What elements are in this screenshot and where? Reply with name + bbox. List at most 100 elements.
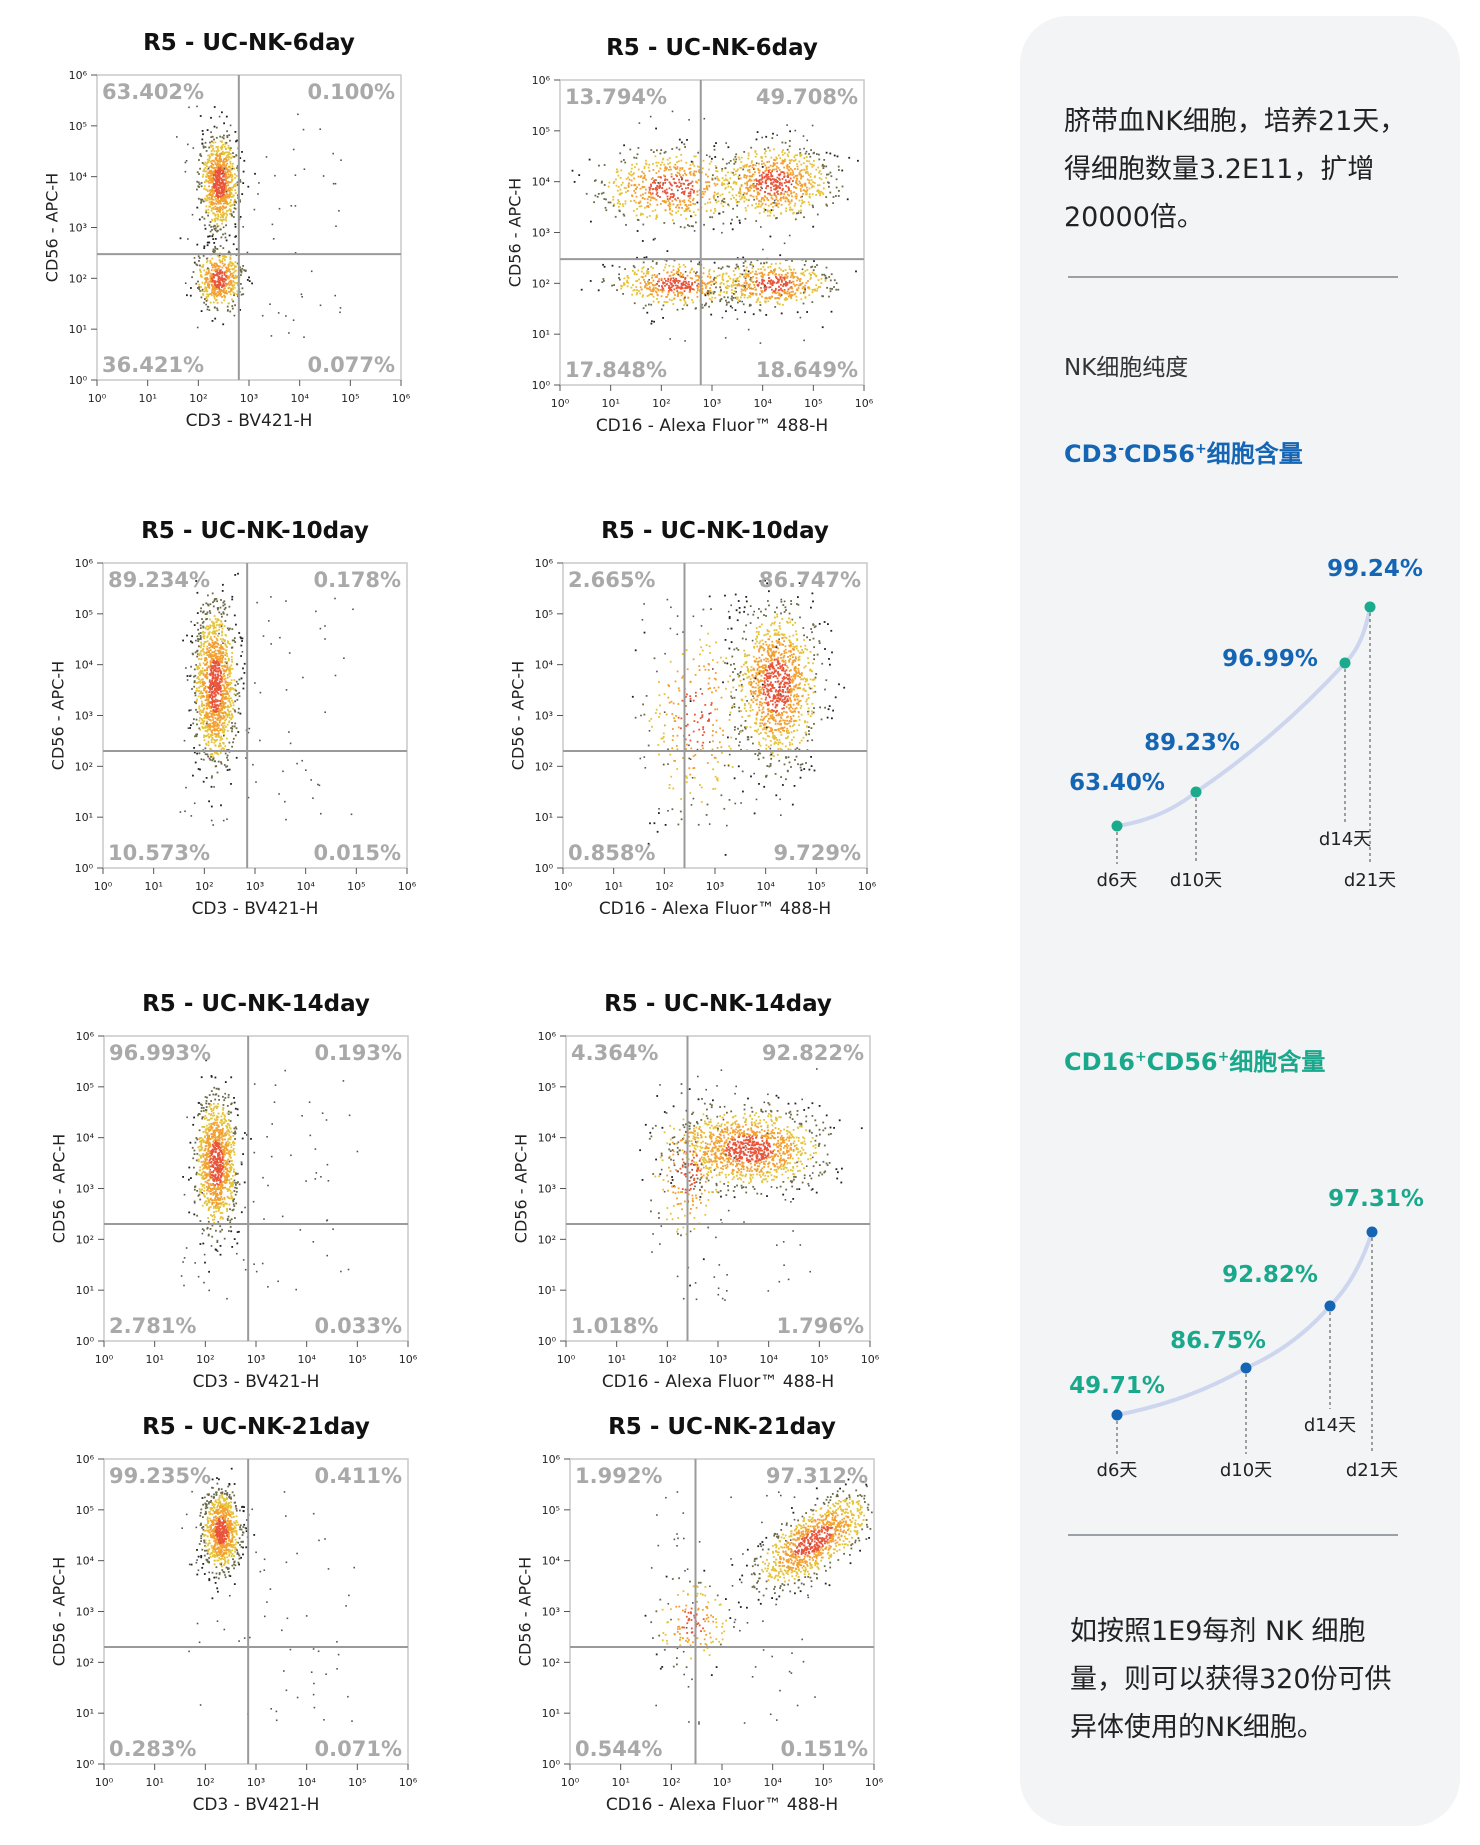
event-dot <box>760 290 763 292</box>
event-dot <box>201 678 204 681</box>
event-dot <box>215 598 218 600</box>
event-dot <box>225 206 227 209</box>
x-tick-label: 10³ <box>703 397 721 410</box>
event-dot <box>813 272 815 275</box>
event-dot <box>788 145 791 148</box>
event-dot <box>802 302 805 305</box>
event-dot <box>752 164 755 166</box>
event-dot <box>294 252 297 254</box>
event-dot <box>226 189 229 192</box>
event-dot <box>207 171 210 174</box>
event-dot <box>216 172 219 175</box>
event-dot <box>208 642 211 645</box>
event-dot <box>720 289 722 292</box>
event-dot <box>725 142 727 144</box>
event-dot <box>789 286 792 289</box>
event-dot <box>208 696 210 698</box>
event-dot <box>684 340 686 342</box>
event-dot <box>640 205 643 208</box>
event-dot <box>675 277 677 280</box>
event-dot <box>207 271 210 273</box>
event-dot <box>223 191 226 193</box>
event-dot <box>205 694 208 697</box>
event-dot <box>776 170 778 173</box>
event-dot <box>648 191 650 194</box>
event-dot <box>209 728 211 730</box>
event-dot <box>674 163 677 166</box>
event-dot <box>774 289 777 292</box>
event-dot <box>222 153 225 156</box>
event-dot <box>719 294 722 297</box>
event-dot <box>239 309 241 311</box>
event-dot <box>234 173 236 176</box>
event-dot <box>655 198 658 201</box>
event-dot <box>222 167 224 170</box>
event-dot <box>220 236 223 239</box>
event-dot <box>731 285 733 288</box>
event-dot <box>218 179 221 182</box>
event-dot <box>205 777 208 779</box>
event-dot <box>828 276 831 278</box>
event-dot <box>219 157 222 159</box>
event-dot <box>239 266 241 269</box>
event-dot <box>221 692 224 695</box>
event-dot <box>749 296 752 298</box>
event-dot <box>224 232 227 235</box>
event-dot <box>227 704 229 707</box>
event-dot <box>637 168 640 171</box>
event-dot <box>769 214 771 217</box>
event-dot <box>232 216 235 218</box>
event-dot <box>225 184 228 187</box>
event-dot <box>217 676 219 679</box>
event-dot <box>203 653 205 656</box>
event-dot <box>225 186 228 189</box>
event-dot <box>205 261 208 264</box>
event-dot <box>206 189 209 191</box>
event-dot <box>658 280 660 283</box>
event-dot <box>217 192 219 195</box>
event-dot <box>215 262 218 265</box>
event-dot <box>200 200 203 203</box>
y-tick-label: 10³ <box>69 222 87 235</box>
event-dot <box>215 736 218 738</box>
event-dot <box>652 181 654 184</box>
event-dot <box>228 153 230 155</box>
event-dot <box>733 290 736 293</box>
event-dot <box>678 148 681 151</box>
event-dot <box>659 164 662 166</box>
event-dot <box>212 190 215 192</box>
event-dot <box>776 199 779 202</box>
event-dot <box>708 155 711 158</box>
event-dot <box>207 686 209 688</box>
event-dot <box>223 197 226 199</box>
event-dot <box>215 687 218 689</box>
event-dot <box>666 167 668 169</box>
event-dot <box>254 172 256 175</box>
event-dot <box>751 160 753 163</box>
event-dot <box>207 272 209 274</box>
event-dot <box>217 730 220 732</box>
event-dot <box>199 635 202 637</box>
event-dot <box>212 207 215 210</box>
plot-title: R5 - UC-NK-6day <box>143 30 355 56</box>
event-dot <box>690 215 692 218</box>
event-dot <box>668 202 671 204</box>
event-dot <box>805 281 808 284</box>
event-dot <box>665 260 668 262</box>
event-dot <box>721 316 724 319</box>
event-dot <box>767 177 770 180</box>
event-dot <box>675 185 678 188</box>
event-dot <box>229 675 231 678</box>
event-dot <box>642 276 644 279</box>
event-dot <box>218 680 221 683</box>
event-dot <box>216 223 218 225</box>
event-dot <box>800 154 803 156</box>
event-dot <box>219 278 222 281</box>
event-dot <box>651 260 654 263</box>
event-dot <box>209 221 212 223</box>
event-dot <box>706 188 709 191</box>
event-dot <box>687 224 689 226</box>
event-dot <box>228 666 231 669</box>
event-dot <box>216 288 218 290</box>
event-dot <box>224 259 226 261</box>
